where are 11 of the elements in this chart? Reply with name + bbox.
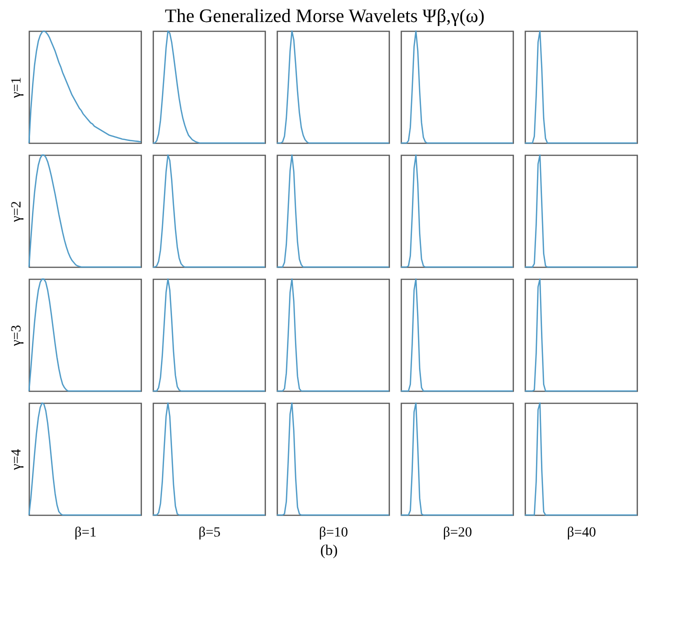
y-axis-title: γ=4 [10, 448, 24, 472]
text: (b) [320, 543, 338, 559]
x-axis-title: β=20 [442, 526, 472, 540]
y-axis-title: γ=2 [10, 200, 24, 224]
x-axis-title: β=10 [318, 526, 348, 540]
y-axis-title: γ=3 [10, 324, 24, 348]
x-axis-title: β=5 [198, 526, 221, 540]
chart-title: The Generalized Morse Wavelets Ψβ,γ(ω) [164, 6, 485, 27]
x-axis-title: β=40 [566, 526, 596, 540]
x-axis-title: β=1 [74, 526, 97, 540]
y-axis-title: γ=1 [10, 76, 24, 100]
